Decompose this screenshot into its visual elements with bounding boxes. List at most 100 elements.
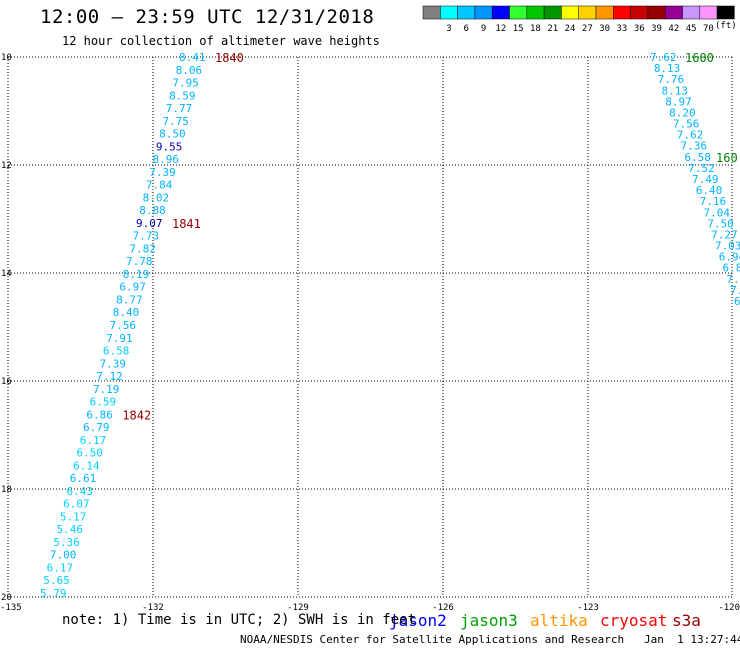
legend-label: 33 [617, 24, 628, 34]
track1-reading: 6.86 [86, 408, 113, 421]
track1-reading: 7.77 [166, 102, 193, 115]
track2-reading: 7.62 [650, 51, 677, 64]
track1-time-label: 1840 [215, 51, 244, 65]
legend-label: 6 [464, 24, 469, 34]
credit-line: NOAA/NESDIS Center for Satellite Applica… [240, 633, 740, 646]
track2-reading: 7.62 [677, 129, 704, 142]
track1-reading: 8.77 [116, 293, 143, 306]
legend-label: 70 [703, 24, 714, 34]
lat-tick-label: 16 [1, 377, 12, 387]
track2-reading: 7.76 [658, 73, 685, 86]
satellite-legend-altika: altika [530, 611, 588, 630]
legend-swatch [440, 5, 458, 20]
satellite-legend-jason3: jason3 [460, 611, 518, 630]
track1-reading: 5.65 [43, 574, 70, 587]
track2-reading: 6 [734, 295, 740, 308]
track1-reading: 7.95 [172, 77, 199, 90]
legend-swatch [699, 5, 718, 20]
track1-reading: 8.59 [169, 89, 196, 102]
legend-swatch [664, 5, 683, 20]
legend-swatch [630, 5, 649, 20]
lat-tick-label: 12 [1, 161, 12, 171]
track2-reading: 6.87 [723, 262, 740, 275]
track2-reading: 7. [730, 284, 740, 297]
legend-label: 30 [599, 24, 610, 34]
track2-reading: 6.40 [696, 184, 723, 197]
track1-reading: 5.79 [40, 587, 67, 600]
lon-tick-label: -135 [0, 603, 22, 613]
satellite-legend-jason2: jason2 [389, 611, 447, 630]
track1-reading: 6.17 [47, 561, 74, 574]
track1-reading: 7.56 [110, 319, 137, 332]
track2-reading: 7.04 [703, 206, 730, 219]
track2-reading: 7.49 [692, 173, 719, 186]
track2-reading: 8.97 [665, 95, 692, 108]
legend-swatch [647, 5, 666, 20]
legend-label: 24 [565, 24, 576, 34]
track1-reading: 7.91 [106, 332, 133, 345]
satellite-legend-cryosat: cryosat [600, 611, 667, 630]
lon-tick-label: -126 [432, 603, 454, 613]
track1-reading: 6.50 [76, 447, 103, 460]
legend-swatch [543, 5, 562, 20]
track1-reading: 6.97 [119, 281, 146, 294]
legend-label: 45 [686, 24, 697, 34]
satellite-legend-s3a: s3a [672, 611, 701, 630]
legend-label: 18 [530, 24, 541, 34]
legend-label: 27 [582, 24, 593, 34]
lat-tick-label: 20 [1, 593, 12, 603]
track1-reading: 8.50 [159, 128, 186, 141]
track1-reading: 8.40 [113, 306, 140, 319]
track2-time-label: 160 [716, 151, 738, 165]
track1-reading: 7.39 [149, 166, 176, 179]
legend-label: 42 [668, 24, 679, 34]
track2-reading: 8.13 [661, 84, 688, 97]
track1-time-label: 1841 [172, 217, 201, 231]
legend-label: 9 [481, 24, 486, 34]
track1-reading: 9.07 [136, 217, 163, 230]
legend-label: 12 [495, 24, 506, 34]
track1-reading: 6.61 [70, 472, 97, 485]
legend-swatch [578, 5, 597, 20]
track1-reading: 5.36 [53, 536, 80, 549]
lon-tick-label: -123 [577, 603, 599, 613]
track1-reading: 8.41 [179, 51, 206, 64]
lon-tick-label: -120 [718, 603, 740, 613]
track1-reading: 6.58 [103, 345, 130, 358]
lon-tick-label: -132 [142, 603, 164, 613]
track2-reading: 6.58 [684, 151, 711, 164]
track2-reading: 7.7 [726, 273, 740, 286]
map-subtitle: 12 hour collection of altimeter wave hei… [62, 34, 380, 48]
track2-reading: 6.94 [719, 251, 740, 264]
legend-swatch [595, 5, 614, 20]
lat-tick-label: 10 [1, 53, 12, 63]
track1-reading: 8.88 [139, 204, 166, 217]
footnote: note: 1) Time is in UTC; 2) SWH is in fe… [62, 612, 417, 628]
track2-reading: 7.36 [681, 140, 708, 153]
legend-label: 3 [446, 24, 451, 34]
track1-reading: 5.17 [60, 510, 87, 523]
track1-reading: 7.78 [126, 255, 153, 268]
legend-swatch [561, 5, 579, 20]
track2-reading: 7.27 [711, 228, 738, 241]
track1-reading: 8.02 [143, 191, 170, 204]
legend-unit: (ft) [715, 21, 737, 31]
track2-time-label: 1600 [685, 51, 714, 65]
track1-reading: 7.75 [162, 115, 189, 128]
track1-reading: 7.84 [146, 179, 173, 192]
track2-reading: 7.50 [707, 217, 734, 230]
legend-swatch [716, 5, 735, 20]
legend-swatch [474, 5, 493, 20]
legend-label: 15 [513, 24, 524, 34]
track1-reading: 8.96 [153, 153, 180, 166]
track1-time-label: 1842 [122, 408, 151, 422]
track1-reading: 7.73 [133, 230, 160, 243]
legend-swatch [526, 5, 545, 20]
legend-swatch [613, 5, 631, 20]
lat-tick-label: 14 [1, 269, 12, 279]
track1-reading: 6.59 [90, 396, 117, 409]
track2-reading: 8.13 [654, 62, 681, 75]
track1-reading: 7.39 [100, 357, 127, 370]
